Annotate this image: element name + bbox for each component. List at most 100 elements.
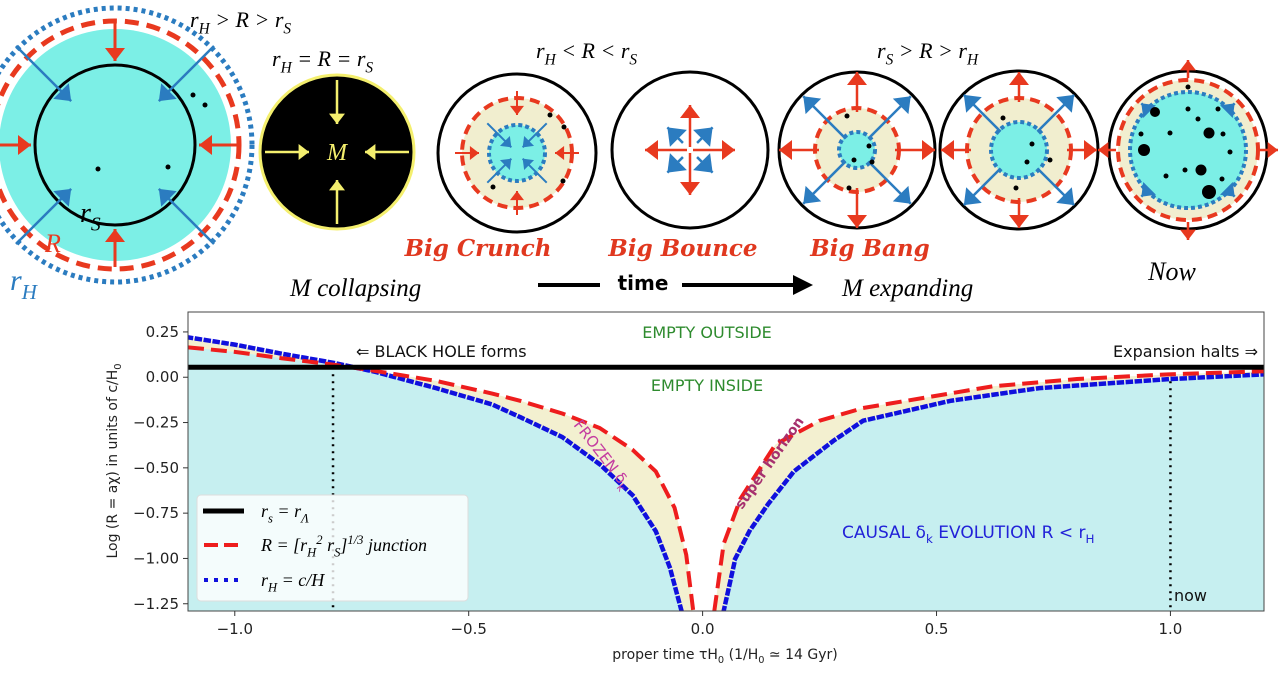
outward-blue-arrow-icon (667, 153, 687, 173)
expansion-halts-annotation: Expansion halts ⇒ (1113, 342, 1258, 361)
outward-blue-arrow-icon (963, 94, 982, 113)
matter-dot (560, 178, 566, 184)
horizon-radius-ring (487, 123, 547, 183)
horizon-radius-ring (1128, 90, 1248, 210)
matter-dot (846, 185, 852, 191)
outward-red-arrow-icon (1009, 72, 1029, 85)
x-tick-label: −1.0 (217, 620, 253, 638)
inward-red-arrow-icon (105, 229, 125, 242)
outward-blue-arrow-icon (693, 153, 713, 173)
horizon-radius-ring (837, 130, 877, 170)
galaxy-dot (1195, 164, 1207, 176)
condition-expand-label: rS​ > R > rH​ (877, 38, 979, 69)
inward-blue-arrow-icon (522, 135, 535, 148)
galaxy-dot (1163, 173, 1169, 179)
y-tick-label: −0.75 (133, 504, 179, 522)
galaxy-dot (1227, 149, 1233, 155)
junction-radius-line (188, 345, 696, 611)
plot-frame (187, 311, 1265, 612)
horizon-radius-label: rH​ (10, 264, 39, 304)
inward-red-arrow-icon (105, 48, 125, 61)
y-tick-label: −1.25 (133, 595, 179, 613)
inward-blue-arrow-icon (522, 158, 535, 171)
galaxy-dot (1195, 116, 1201, 122)
outward-red-arrow-icon (847, 72, 867, 85)
matter-dot (561, 124, 567, 130)
galaxy-dot (1215, 106, 1221, 112)
inward-red-arrow-icon (510, 191, 524, 201)
schwarzschild-radius-label: rS​ (80, 198, 101, 235)
matter-dot (1000, 115, 1006, 121)
outward-blue-arrow-icon (963, 187, 982, 206)
y-axis-label: Log (R = aχ) in units of c/H0​ (105, 363, 124, 558)
junction-radius-line (712, 369, 1264, 611)
black-hole-annotation: ⇐ BLACK HOLE forms (356, 342, 527, 361)
galaxy-dot (1182, 167, 1188, 173)
outward-blue-arrow-icon (892, 185, 911, 204)
inward-blue-arrow-icon (499, 158, 512, 171)
legend-label-junction: R = [rH​2​ rS​]1/3​ junction (260, 533, 427, 560)
legend: rs​ = rΛ​ R = [rH​2​ rS​]1/3​ junction r… (196, 494, 469, 602)
y-tick-label: −0.25 (133, 414, 179, 432)
x-tick-label: 1.0 (1159, 620, 1183, 638)
inward-yellow-arrow-icon (329, 180, 345, 191)
outward-blue-arrow-icon (1220, 182, 1235, 197)
matter-dot (165, 164, 171, 170)
matter-dot (1047, 157, 1053, 163)
galaxy-dot (1185, 84, 1191, 90)
x-axis: −1.0 −0.5 0.0 0.5 1.0 (217, 611, 1183, 638)
outward-red-arrow-icon (1009, 215, 1029, 228)
condition-equal-label: rH​ = R = rS​ (272, 46, 373, 77)
inward-yellow-arrow-icon (298, 144, 309, 160)
matter-dot (844, 113, 850, 119)
time-label: time (618, 271, 669, 295)
outward-red-arrow-icon (1267, 142, 1278, 158)
outward-red-arrow-icon (680, 105, 700, 118)
inward-blue-arrow-icon (158, 188, 177, 207)
outward-red-arrow-icon (779, 140, 792, 160)
outward-red-arrow-icon (941, 140, 954, 160)
galaxy-dot (1138, 144, 1150, 156)
horizon-radius-line (188, 335, 684, 611)
galaxy-dot (1203, 127, 1215, 139)
x-tick-label: −0.5 (450, 620, 486, 638)
y-tick-label: −0.50 (133, 459, 179, 477)
inward-yellow-arrow-icon (329, 113, 345, 124)
y-tick-label: −1.00 (133, 549, 179, 567)
causal-evolution-annotation: CAUSAL δk​ EVOLUTION R < rH​ (842, 523, 1095, 546)
outward-blue-arrow-icon (892, 96, 911, 115)
galaxy-dot (1150, 107, 1160, 117)
causal-fill (839, 132, 875, 168)
horizon-radius-line (721, 372, 1264, 611)
x-axis-label: proper time τH0​ (1/H0​ ≃ 14 Gyr) (612, 647, 837, 666)
outer-ring (610, 70, 770, 230)
inward-blue-arrow-icon (158, 83, 177, 102)
big-bounce-diagram (610, 70, 770, 230)
big-crunch-label: Big Crunch (404, 235, 552, 262)
outward-red-arrow-icon (680, 182, 700, 195)
black-hole-diagram (258, 73, 416, 231)
galaxy-dot (1185, 106, 1191, 112)
diagram-labels: rH​ > R > rS​ rH​ = R = rS​ rH​ < R < rS… (10, 7, 1196, 304)
big-bang-diagram (777, 70, 937, 230)
legend-label-horizon: rH​ = c/H (261, 570, 325, 594)
y-tick-label: 0.25 (146, 323, 179, 341)
condition-crunch-label: rH​ < R < rS​ (536, 38, 637, 69)
matter-dot (1029, 141, 1035, 147)
legend-box (196, 494, 469, 602)
horizon-radius-ring (989, 120, 1049, 180)
collapsing-region-diagram (0, 5, 255, 285)
big-bounce-label: Big Bounce (607, 235, 757, 262)
matter-dot (1024, 159, 1030, 165)
galaxy-dot (1220, 131, 1226, 137)
matter-dot (866, 143, 872, 149)
x-tick-label: 0.5 (925, 620, 949, 638)
y-axis: 0.25 0.00 −0.25 −0.50 −0.75 −1.00 −1.25 (133, 323, 188, 613)
matter-dot (1013, 185, 1019, 191)
outward-blue-arrow-icon (1220, 103, 1235, 118)
junction-radius-label: R (44, 229, 61, 258)
junction-radius-ring (0, 18, 242, 272)
now-diagram (1098, 60, 1278, 240)
matter-dot (95, 166, 101, 172)
